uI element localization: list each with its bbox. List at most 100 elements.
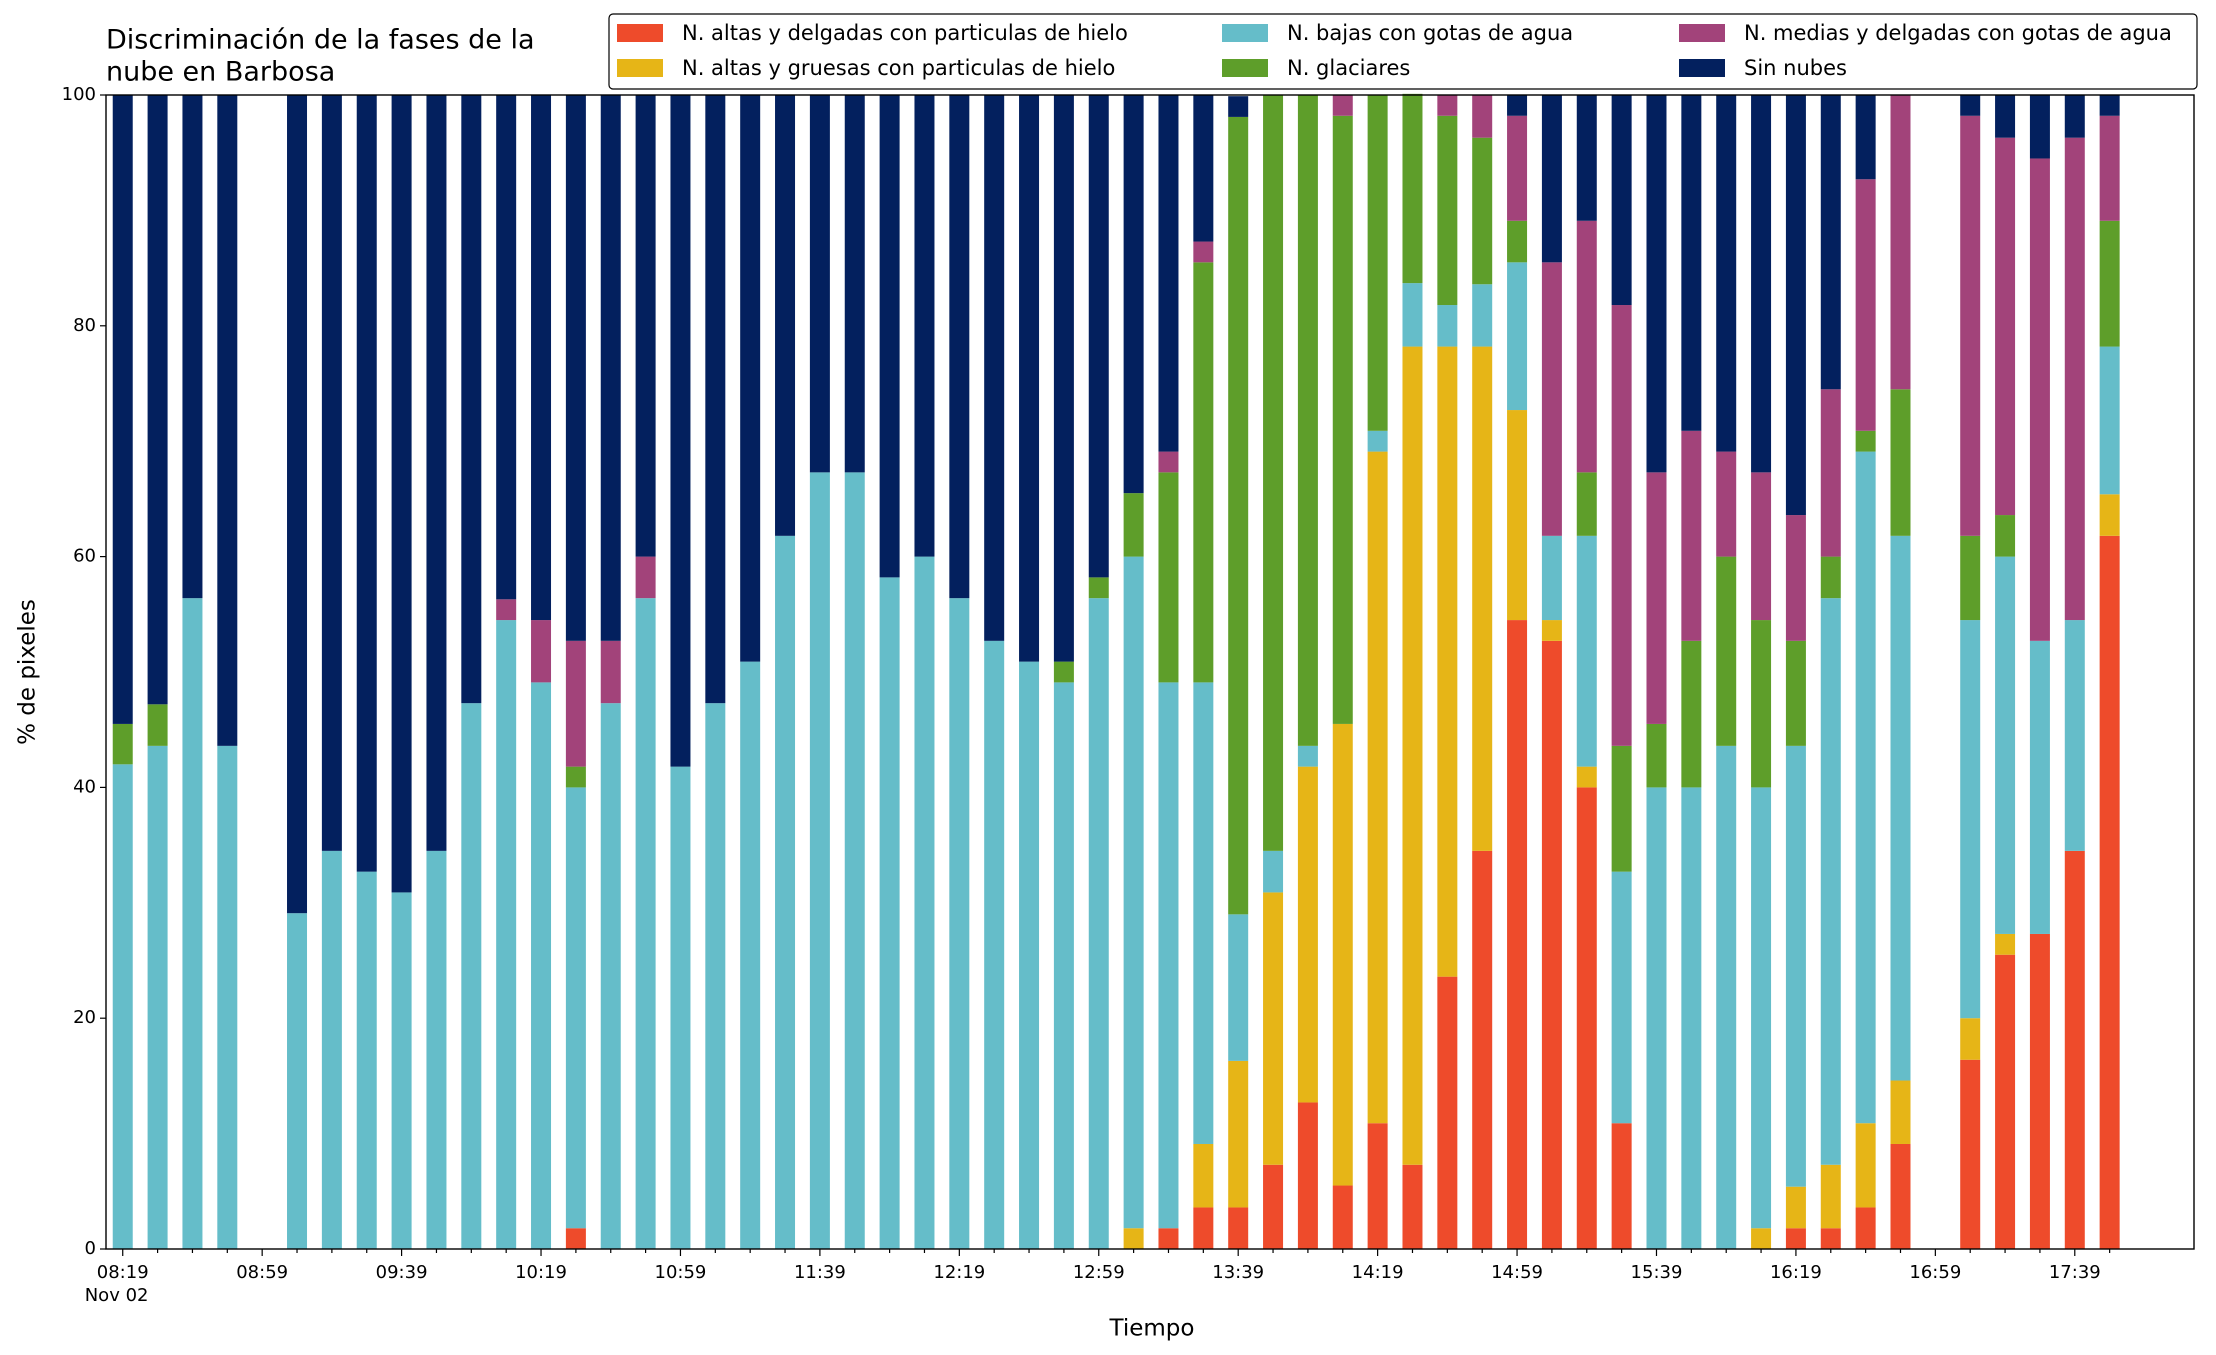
bar-segment <box>1611 95 1632 306</box>
bar-segment <box>2099 494 2120 536</box>
bar-segment <box>1402 93 1423 284</box>
bar-segment <box>565 766 586 788</box>
bar-segment <box>1855 179 1876 431</box>
bar-segment <box>1472 137 1493 285</box>
x-tick-label: 14:19 <box>1352 1262 1404 1283</box>
bar-segment <box>1995 95 2016 138</box>
bar-segment <box>496 599 517 621</box>
bar-segment <box>1820 1164 1841 1229</box>
bar-segment <box>1332 723 1353 1186</box>
bar-segment <box>1053 95 1074 662</box>
legend-swatch <box>617 59 663 77</box>
bar-segment <box>2099 535 2120 1249</box>
bar-segment <box>740 95 761 662</box>
bar-segment <box>1263 95 1284 851</box>
bar-segment <box>1820 556 1841 599</box>
bar-segment <box>1332 1185 1353 1249</box>
bar-segment <box>2064 850 2085 1249</box>
bar-segment <box>1751 95 1772 473</box>
bar-segment <box>1437 115 1458 306</box>
bar-segment <box>1123 95 1144 494</box>
bar-segment <box>2029 933 2050 1249</box>
bar-segment <box>1332 115 1353 724</box>
bar-segment <box>670 766 691 1249</box>
bar-segment <box>565 787 586 1229</box>
bar-segment <box>600 95 621 641</box>
bar-segment <box>1611 305 1632 746</box>
bar-segment <box>1646 95 1667 473</box>
bar-segment <box>1820 389 1841 557</box>
bar-segment <box>1297 745 1318 767</box>
bar-segment <box>1472 346 1493 851</box>
bar-segment <box>1890 1143 1911 1249</box>
x-tick-label: 09:39 <box>376 1262 428 1283</box>
bar-segment <box>2064 620 2085 851</box>
bar-segment <box>2099 95 2120 116</box>
bar-segment <box>1019 661 1040 1249</box>
bar-segment <box>1507 220 1528 263</box>
bar-segment <box>1088 95 1109 578</box>
legend-swatch <box>1679 59 1725 77</box>
bar-segment <box>984 95 1005 641</box>
bar-segment <box>1820 598 1841 1165</box>
bar-segment <box>1576 95 1597 221</box>
legend-label: N. bajas con gotas de agua <box>1287 21 1573 45</box>
x-tick-label: 12:59 <box>1073 1262 1125 1283</box>
bar-segment <box>1158 451 1179 473</box>
bar-segment <box>1785 640 1806 746</box>
bar-segment <box>1995 556 2016 934</box>
bar-segment <box>426 95 447 851</box>
bar-segment <box>1263 850 1284 893</box>
bar-segment <box>1228 914 1249 1061</box>
bar-segment <box>740 661 761 1249</box>
bar-segment <box>1890 389 1911 536</box>
bar-segment <box>1228 1207 1249 1249</box>
bar-segment <box>844 95 865 473</box>
bar-segment <box>1785 515 1806 641</box>
x-tick-label: 10:19 <box>515 1262 567 1283</box>
bar-segment <box>1646 787 1667 1249</box>
bar-segment <box>2029 158 2050 641</box>
bar-segment <box>1402 1164 1423 1249</box>
bar-segment <box>1332 95 1353 116</box>
bar-segment <box>809 472 830 1249</box>
bar-segment <box>1960 1018 1981 1060</box>
bar-segment <box>1123 556 1144 1229</box>
bar-segment <box>1785 1186 1806 1229</box>
bar-segment <box>1716 95 1737 452</box>
bar-segment <box>1995 954 2016 1249</box>
bar-segment <box>1158 472 1179 683</box>
bar-segment <box>635 95 656 557</box>
bar-segment <box>1228 96 1249 117</box>
bar-segment <box>1611 871 1632 1124</box>
bar-segment <box>1716 556 1737 746</box>
bar-segment <box>1228 116 1249 915</box>
bar-segment <box>531 95 552 621</box>
bar-segment <box>321 850 342 1249</box>
y-tick-label: 40 <box>73 776 96 797</box>
bar-segment <box>112 723 133 765</box>
bar-segment <box>1507 115 1528 221</box>
bar-segment <box>1437 976 1458 1249</box>
bar-segment <box>1681 95 1702 431</box>
bar-segment <box>775 535 796 1249</box>
bar-segment <box>112 95 133 724</box>
bar-segment <box>1890 535 1911 1081</box>
bar-segment <box>879 577 900 1249</box>
bar-segment <box>1158 95 1179 452</box>
bar-segment <box>2099 346 2120 495</box>
bar-segment <box>1507 620 1528 1249</box>
legend-swatch <box>1222 24 1268 42</box>
bar-segment <box>2029 95 2050 159</box>
bar-segment <box>1367 430 1388 452</box>
bar-segment <box>1088 598 1109 1249</box>
bar-segment <box>182 598 203 1249</box>
bar-segment <box>1193 262 1214 683</box>
bar-segment <box>565 95 586 641</box>
bar-segment <box>1611 745 1632 872</box>
x-tick-label: 08:59 <box>236 1262 288 1283</box>
bar-segment <box>147 95 168 705</box>
x-tick-label: 16:19 <box>1770 1262 1822 1283</box>
bar-segment <box>1263 1164 1284 1249</box>
bar-segment <box>1576 535 1597 767</box>
